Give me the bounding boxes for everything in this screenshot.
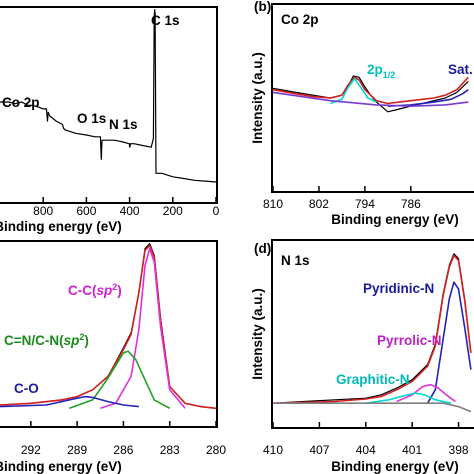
panel-d-tick-label: 410	[263, 443, 283, 457]
panel-b-annotation-2p12: 2p1/2	[367, 62, 395, 80]
panel-b-series-4	[272, 91, 469, 107]
panel-a-annotation-o1s: O 1s	[77, 111, 106, 126]
panel-c-frame	[0, 240, 218, 428]
panel-d-annotation-graphitic: Graphitic-N	[336, 372, 410, 387]
panel-b-title: Co 2p	[281, 12, 319, 27]
panel-d-xlabel: Binding energy (eV)	[331, 459, 459, 474]
panel-c-tick-label: 289	[67, 443, 87, 457]
panel-b-tick-label: 786	[401, 197, 421, 211]
panel-d-series-1	[272, 254, 472, 404]
panel-d-tick-label: 401	[402, 443, 422, 457]
panel-a-annotation-c1s: C 1s	[151, 13, 180, 28]
panel-d-tick-label: 407	[309, 443, 329, 457]
panel-b-tick-label: 794	[355, 197, 375, 211]
panel-a-annotation-co2p: Co 2p	[2, 95, 40, 110]
panel-d-frame	[271, 239, 474, 429]
panel-c-tick-label: 283	[160, 443, 180, 457]
panel-c-series-4	[0, 395, 139, 408]
panel-d-series-5	[273, 402, 472, 413]
panel-c-series-3	[69, 350, 171, 410]
panel-d: (d) N 1s Intensity (a.u.) 410 407 404 401 39…	[250, 239, 474, 474]
panel-d-series-4	[365, 392, 451, 404]
panel-c-tick-label: 292	[21, 443, 41, 457]
panel-c-series-1	[0, 244, 217, 410]
panel-d-series-3	[396, 383, 456, 403]
panel-d-annotation-pyridinic: Pyridinic-N	[363, 281, 434, 296]
panel-b: (b) Co 2p Intensity (a.u.) 810 802 794 786 …	[250, 0, 474, 227]
panel-b-tick-label: 810	[263, 197, 283, 211]
panel-b-frame	[271, 3, 474, 193]
panel-d-tick-label: 404	[356, 443, 376, 457]
panel-c-tick-label: 280	[206, 443, 226, 457]
panel-b-ylabel: Intensity (a.u.)	[250, 52, 265, 144]
panel-a-xlabel: Binding energy (eV)	[0, 219, 122, 234]
panel-c: 292 289 286 283 280 C-C(sp2) C=N/C-N(sp2) C-…	[0, 240, 226, 474]
panel-c-annotation-cc: C-C(sp2)	[68, 282, 122, 298]
panel-a-tick-label: 0	[213, 204, 220, 218]
panel-b-series-1	[272, 76, 469, 105]
panel-a-tick-label: 200	[163, 204, 183, 218]
panel-b-series-2	[330, 77, 377, 105]
panel-a-series-0	[0, 9, 217, 183]
panel-b-series-3	[387, 89, 469, 107]
panel-c-annotation-co: C-O	[14, 381, 39, 396]
panel-a-annotation-n1s: N 1s	[109, 117, 138, 132]
panel-b-letter: (b)	[254, 0, 271, 14]
panel-b-tick-label: 802	[309, 197, 329, 211]
panel-c-series-2	[100, 247, 186, 410]
panel-b-series-0	[272, 75, 469, 113]
panel-d-letter: (d)	[254, 241, 271, 256]
panel-b-annotation-sat: Sat.	[448, 62, 473, 77]
panel-c-xlabel: Binding energy (eV)	[0, 459, 122, 474]
panel-d-tick-label: 398	[449, 443, 469, 457]
panel-d-annotation-pyrrolic: Pyrrolic-N	[377, 333, 442, 348]
panel-a: 800 600 400 200 0 C 1s Co 2p O 1s N 1s Bindi…	[0, 6, 220, 234]
panel-a-tick-label: 400	[120, 204, 140, 218]
panel-d-ylabel: Intensity (a.u.)	[250, 288, 265, 380]
panel-d-series-2	[426, 281, 472, 404]
panel-a-tick-label: 600	[76, 204, 96, 218]
panel-d-title: N 1s	[281, 253, 310, 268]
panel-c-annotation-cn: C=N/C-N(sp2)	[4, 332, 89, 348]
panel-b-xlabel: Binding energy (eV)	[331, 212, 459, 227]
panel-a-frame	[0, 6, 218, 204]
panel-c-tick-label: 286	[113, 443, 133, 457]
panel-a-tick-label: 800	[33, 204, 53, 218]
